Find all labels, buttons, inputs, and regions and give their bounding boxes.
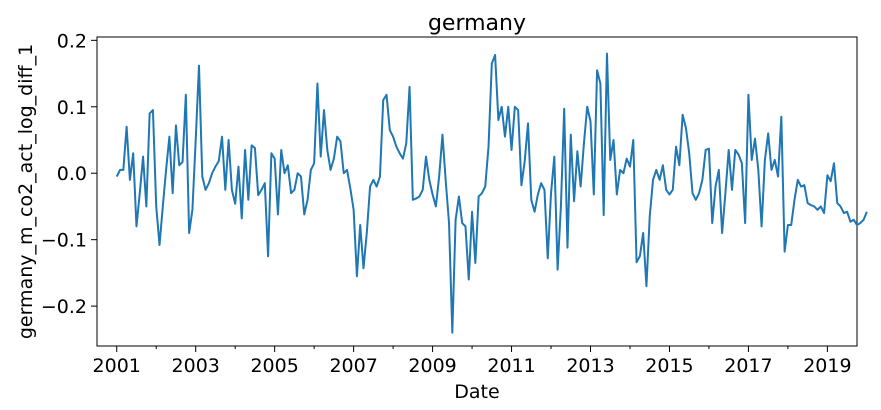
y-tick-label: −0.2 [41, 296, 87, 318]
plot-frame [96, 36, 858, 347]
series-line [115, 52, 868, 334]
x-tick-label: 2009 [408, 355, 456, 377]
x-tick-label: 2013 [566, 355, 614, 377]
x-tick-label: 2003 [172, 355, 220, 377]
x-tick-label: 2005 [250, 355, 298, 377]
plot-border [96, 36, 858, 347]
x-tick-label: 2001 [93, 355, 141, 377]
y-axis-label: germany_m_co2_act_log_diff_1 [15, 44, 37, 339]
x-axis: 2001 2003 2005 2007 2009 2011 2013 2015 2017 2019 [93, 346, 852, 377]
x-tick-label: 2019 [803, 355, 851, 377]
y-tick-label: 0.0 [57, 163, 87, 185]
series-layer [115, 52, 868, 334]
y-tick-label: 0.2 [57, 30, 87, 52]
y-tick-label: −0.1 [41, 230, 87, 252]
x-tick-label: 2007 [329, 355, 377, 377]
x-tick-label: 2011 [487, 355, 535, 377]
y-axis: 0.2 0.1 0.0 −0.1 −0.2 [41, 30, 97, 318]
x-tick-label: 2017 [724, 355, 772, 377]
x-tick-label: 2015 [645, 355, 693, 377]
x-axis-label: Date [454, 381, 499, 403]
y-tick-label: 0.1 [57, 97, 87, 119]
chart-title: germany [428, 11, 526, 36]
